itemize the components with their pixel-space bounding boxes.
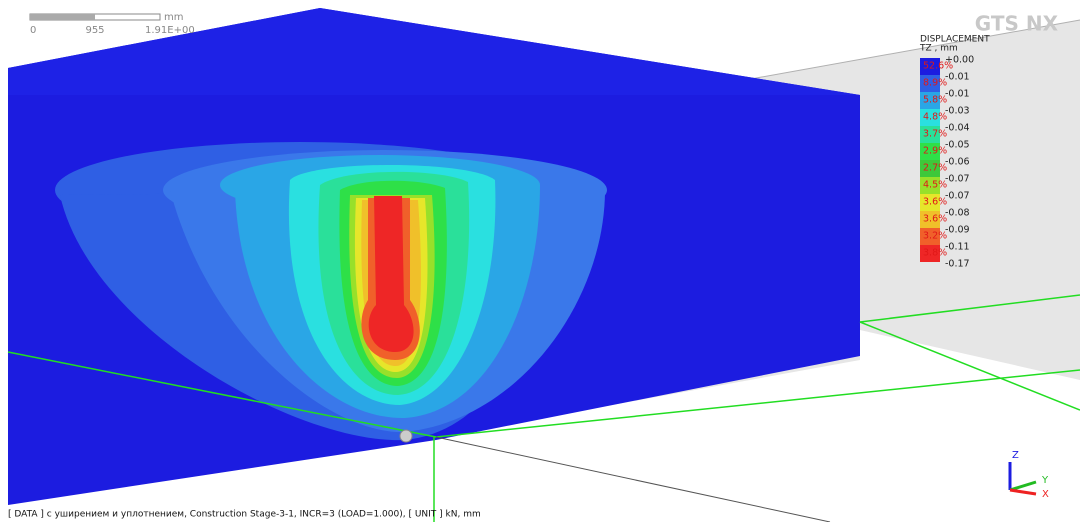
legend-level: -0.11	[945, 242, 970, 253]
scale-label: 1.91E+00	[145, 25, 195, 36]
legend-percent: 3.2%	[923, 231, 947, 242]
triad-x	[1010, 490, 1036, 494]
legend-level: -0.06	[945, 157, 970, 168]
legend-percent: 3.7%	[923, 129, 947, 140]
scale-bar	[30, 14, 95, 20]
triad-label: Z	[1012, 450, 1019, 461]
legend-level: -0.07	[945, 174, 970, 185]
axis-line	[436, 437, 830, 522]
soil-top	[8, 8, 860, 95]
page: mm 0 955 1.91E+00 GTS NX DISPLACEMENT TZ…	[0, 0, 1080, 522]
scale-label: 0	[30, 25, 36, 36]
legend-percent: 8.9%	[923, 78, 947, 89]
legend-level: -0.04	[945, 123, 970, 134]
legend-percent: 4.8%	[923, 112, 947, 123]
legend-percent: 3.6%	[923, 214, 947, 225]
legend-percent: 5.8%	[923, 95, 947, 106]
legend-level: -0.03	[945, 106, 970, 117]
triad-y	[1010, 482, 1036, 490]
legend-percent: 3.6%	[923, 197, 947, 208]
viewport: mm 0 955 1.91E+00 GTS NX DISPLACEMENT TZ…	[0, 0, 1080, 522]
legend-level: -0.08	[945, 208, 970, 219]
status-bar: [ DATA ] с уширением и уплотнением, Cons…	[8, 510, 481, 520]
legend-level: -0.07	[945, 191, 970, 202]
legend-percent: 2.9%	[923, 146, 947, 157]
legend-level: -0.01	[945, 89, 970, 100]
legend-level: +0.00	[945, 55, 974, 66]
triad-label: Y	[1041, 475, 1049, 486]
legend-percent: 4.5%	[923, 180, 947, 191]
scale-unit: mm	[164, 12, 183, 23]
legend-percent: 3.8%	[923, 248, 947, 259]
triad-label: X	[1042, 489, 1049, 500]
legend-subtitle: TZ , mm	[919, 44, 958, 54]
legend-level: -0.05	[945, 140, 970, 151]
legend-level: -0.17	[945, 259, 970, 270]
legend-percent: 2.7%	[923, 163, 947, 174]
legend-level: -0.09	[945, 225, 970, 236]
scale-label: 955	[85, 25, 104, 36]
legend-level: -0.01	[945, 72, 970, 83]
origin	[400, 430, 412, 442]
logo: GTS NX	[975, 12, 1059, 36]
